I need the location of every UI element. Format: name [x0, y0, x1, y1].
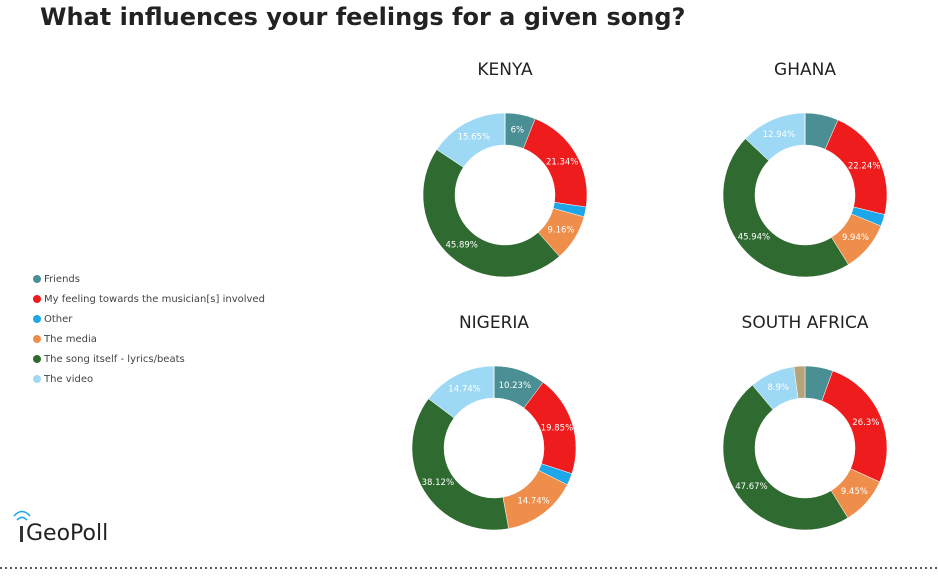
value-label: 47.67% — [735, 482, 767, 492]
legend-label: Friends — [44, 274, 80, 285]
value-label: 21.34% — [546, 158, 578, 168]
brand: GeoPoll — [26, 521, 108, 546]
legend-label: The video — [43, 374, 93, 385]
legend-label: The media — [43, 334, 97, 345]
legend-label: My feeling towards the musician[s] invol… — [44, 294, 265, 305]
value-label: 19.85% — [541, 424, 573, 434]
legend-marker — [33, 375, 41, 383]
value-label: 45.89% — [445, 240, 477, 250]
slice — [722, 138, 849, 278]
value-label: 12.94% — [763, 130, 795, 140]
value-label: 9.16% — [547, 225, 574, 235]
value-label: 8.9% — [767, 383, 789, 393]
value-label: 38.12% — [422, 478, 454, 488]
value-label: 14.74% — [448, 384, 480, 394]
pie-title: SOUTH AFRICA — [742, 313, 869, 333]
legend-label: The song itself - lyrics/beats — [43, 354, 185, 365]
legend-marker — [33, 335, 41, 343]
logo-icon — [13, 510, 31, 521]
slice — [422, 149, 560, 278]
pie-title: NIGERIA — [459, 313, 529, 333]
page-title: What influences your feelings for a give… — [40, 3, 685, 31]
legend-marker — [33, 275, 41, 283]
legend-label: Other — [44, 314, 73, 325]
pie-title: KENYA — [477, 60, 533, 80]
slice — [411, 398, 509, 531]
logo-icon — [20, 526, 23, 542]
value-label: 10.23% — [499, 381, 531, 391]
value-label: 22.24% — [848, 161, 880, 171]
slice — [793, 365, 806, 399]
value-label: 14.74% — [517, 496, 549, 506]
value-label: 6% — [511, 126, 525, 136]
value-label: 9.45% — [841, 487, 868, 497]
value-label: 15.65% — [458, 132, 490, 142]
slice — [722, 384, 849, 531]
legend-marker — [33, 355, 41, 363]
value-label: 45.94% — [738, 232, 770, 242]
value-label: 9.94% — [842, 233, 869, 243]
pie-title: GHANA — [774, 60, 836, 80]
logo: GeoPoll — [13, 510, 108, 546]
legend-marker — [33, 295, 41, 303]
value-label: 26.3% — [852, 418, 879, 428]
legend-marker — [33, 315, 41, 323]
